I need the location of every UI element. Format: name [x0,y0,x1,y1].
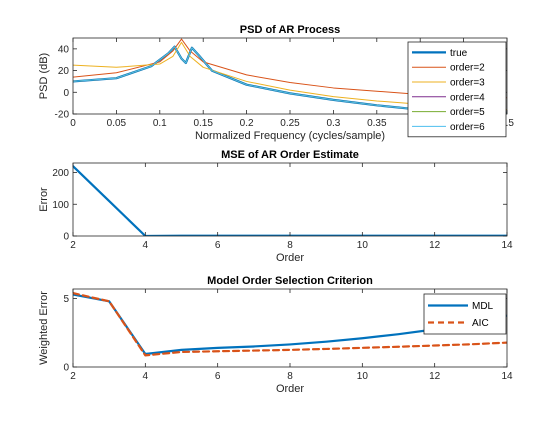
psd-legend: true order=2 order=3 order=4 order=5 order=6 [407,41,507,138]
mse-axes: 2 4 6 8 10 12 14 0 100 200 MSE of AR Order Estimat… [38,149,513,264]
mse-ytick-label: 200 [52,168,69,179]
psd-legend-label-order-5: order=5 [450,107,485,118]
criterion-xtick-label: 10 [357,371,369,382]
psd-xtick-label: 0.1 [153,118,167,129]
psd-ytick-label: 0 [63,88,69,99]
criterion-xtick-label: 8 [287,371,293,382]
criterion-ytick-label: 5 [63,294,69,305]
psd-ytick-label: -20 [55,110,70,121]
mse-ylabel: Error [38,187,50,212]
criterion-xtick-label: 4 [143,371,149,382]
psd-axes: 00.050.10.150.20.250.30.350.40.450.5-200… [38,24,514,142]
criterion-series-aic [73,292,507,357]
psd-xtick-label: 0.25 [280,118,300,129]
psd-ylabel: PSD (dB) [38,53,50,99]
psd-xtick-label: 0.2 [240,118,254,129]
criterion-xtick-label: 14 [501,371,513,382]
mse-xtick-label: 2 [70,240,76,251]
psd-xtick-label: 0.05 [107,118,127,129]
psd-xtick-label: 0.15 [193,118,213,129]
criterion-title: Model Order Selection Criterion [207,275,373,287]
criterion-xtick-label: 6 [215,371,221,382]
mse-xtick-label: 14 [501,240,513,251]
psd-ytick-label: 20 [58,66,70,77]
mse-title: MSE of AR Order Estimate [221,149,359,161]
psd-xtick-label: 0.3 [326,118,340,129]
psd-legend-label-order-3: order=3 [450,78,485,89]
criterion-legend-label-mdl: MDL [472,301,494,312]
psd-legend-label-order-6: order=6 [450,122,485,133]
psd-xtick-label: 0 [70,118,76,129]
psd-series-group [73,38,507,114]
mse-xtick-label: 10 [357,240,369,251]
criterion-ylabel: Weighted Error [38,291,50,365]
criterion-xtick-label: 2 [70,371,76,382]
mse-ytick-label: 0 [63,232,69,243]
mse-xtick-label: 12 [429,240,441,251]
mse-xtick-label: 4 [143,240,149,251]
psd-legend-label-true: true [450,48,468,59]
mse-plot-area [73,163,507,236]
criterion-legend-box [423,293,507,335]
psd-legend-label-order-2: order=2 [450,63,485,74]
criterion-ytick-label: 0 [63,363,69,374]
criterion-xtick-label: 12 [429,371,441,382]
psd-series-order-6 [73,46,507,114]
psd-ytick-label: 40 [58,44,70,55]
criterion-legend: MDL AIC [423,293,507,335]
psd-xtick-label: 0.35 [367,118,387,129]
mse-ytick-label: 100 [52,200,69,211]
mse-xtick-label: 8 [287,240,293,251]
criterion-legend-label-aic: AIC [472,318,489,329]
psd-xtick-label: 0.5 [500,118,514,129]
mse-xtick-label: 6 [215,240,221,251]
psd-legend-label-order-4: order=4 [450,92,485,103]
mse-xlabel: Order [276,252,304,264]
psd-xlabel: Normalized Frequency (cycles/sample) [195,130,385,142]
psd-title: PSD of AR Process [240,24,340,36]
psd-legend-box [407,41,507,138]
criterion-xlabel: Order [276,383,304,395]
criterion-axes: 2 4 6 8 10 12 14 0 5 Model Order Selection Criter… [38,275,513,395]
